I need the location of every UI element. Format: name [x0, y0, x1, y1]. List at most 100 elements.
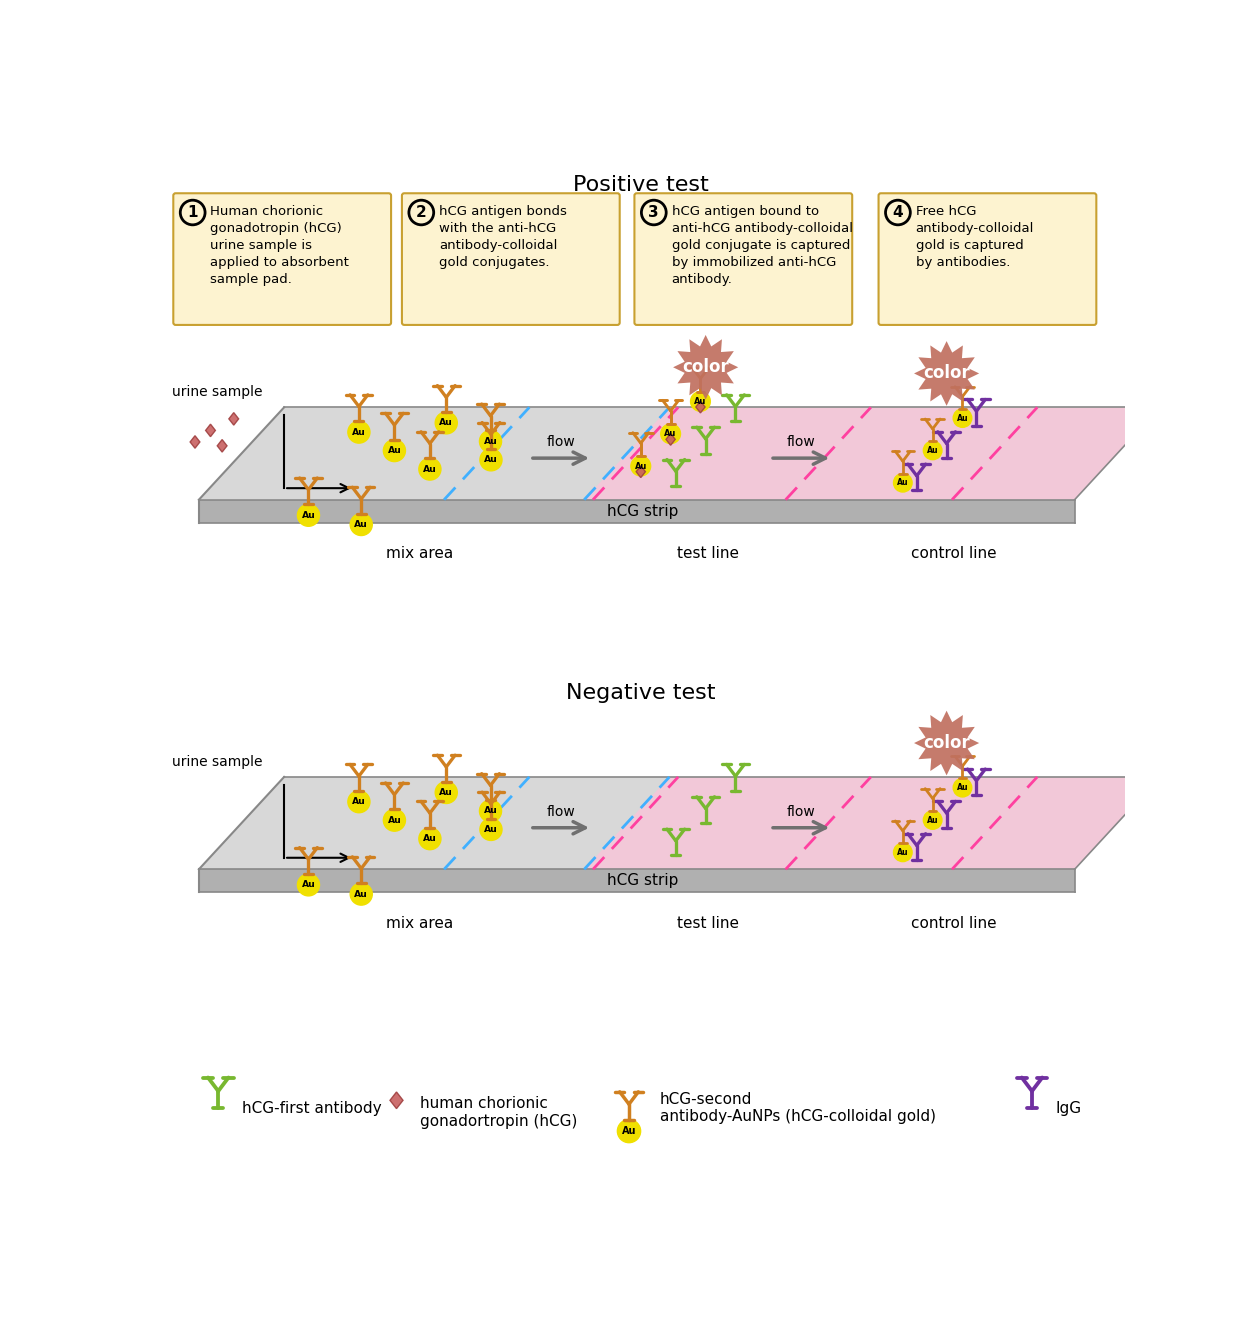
Text: Au: Au — [352, 428, 366, 437]
Text: 3: 3 — [649, 205, 659, 220]
Text: Au: Au — [422, 464, 436, 473]
Text: test line: test line — [678, 916, 739, 931]
FancyBboxPatch shape — [402, 193, 620, 325]
Text: Human chorionic
gonadotropin (hCG)
urine sample is
applied to absorbent
sample p: Human chorionic gonadotropin (hCG) urine… — [210, 205, 350, 286]
Text: mix area: mix area — [386, 916, 454, 931]
Text: Au: Au — [635, 461, 648, 471]
Circle shape — [618, 1120, 641, 1143]
Circle shape — [435, 412, 457, 434]
Text: Free hCG
antibody-colloidal
gold is captured
by antibodies.: Free hCG antibody-colloidal gold is capt… — [916, 205, 1034, 268]
Circle shape — [435, 782, 457, 803]
Circle shape — [480, 801, 501, 822]
Polygon shape — [190, 436, 200, 448]
Text: control line: control line — [910, 546, 996, 561]
Polygon shape — [672, 335, 739, 400]
Text: Au: Au — [354, 889, 367, 898]
Text: flow: flow — [546, 434, 575, 449]
Polygon shape — [666, 433, 675, 445]
Text: Au: Au — [694, 397, 706, 406]
Text: Au: Au — [484, 437, 498, 447]
Circle shape — [894, 473, 912, 492]
Text: Au: Au — [665, 429, 676, 439]
Circle shape — [631, 456, 651, 476]
Text: hCG-first antibody: hCG-first antibody — [241, 1101, 381, 1116]
Text: 1: 1 — [188, 205, 198, 220]
Text: Au: Au — [301, 511, 315, 520]
Circle shape — [384, 440, 405, 461]
Text: Au: Au — [484, 456, 498, 464]
Circle shape — [924, 811, 942, 829]
FancyBboxPatch shape — [635, 193, 852, 325]
Text: color: color — [682, 358, 729, 377]
Text: Au: Au — [484, 806, 498, 815]
Circle shape — [480, 449, 502, 471]
Text: Au: Au — [352, 798, 366, 806]
Circle shape — [348, 421, 370, 443]
Polygon shape — [199, 776, 1160, 869]
Polygon shape — [199, 408, 1160, 500]
Text: urine sample: urine sample — [171, 755, 262, 768]
Text: 4: 4 — [892, 205, 904, 220]
Polygon shape — [199, 500, 1075, 523]
Text: Au: Au — [440, 789, 454, 797]
Text: Au: Au — [621, 1126, 636, 1136]
Circle shape — [885, 200, 910, 225]
Text: color: color — [924, 734, 970, 752]
Polygon shape — [914, 711, 979, 775]
Text: Negative test: Negative test — [566, 683, 715, 703]
Polygon shape — [217, 440, 227, 452]
Text: Au: Au — [898, 479, 909, 487]
Text: Au: Au — [301, 881, 315, 889]
Text: Au: Au — [422, 834, 436, 843]
Polygon shape — [390, 1092, 402, 1109]
Circle shape — [954, 409, 971, 428]
Circle shape — [348, 791, 370, 813]
Circle shape — [480, 818, 502, 841]
FancyBboxPatch shape — [174, 193, 391, 325]
Text: Au: Au — [926, 815, 939, 825]
Text: mix area: mix area — [386, 546, 454, 561]
Text: Au: Au — [354, 520, 367, 530]
Circle shape — [924, 441, 942, 460]
Circle shape — [419, 827, 441, 850]
Text: control line: control line — [910, 916, 996, 931]
Text: Positive test: Positive test — [572, 174, 709, 194]
Circle shape — [180, 200, 205, 225]
Circle shape — [350, 884, 372, 905]
FancyBboxPatch shape — [879, 193, 1096, 325]
Circle shape — [954, 779, 971, 797]
Polygon shape — [584, 776, 1160, 869]
Text: human chorionic
gonadortropin (hCG): human chorionic gonadortropin (hCG) — [420, 1097, 578, 1129]
Circle shape — [298, 874, 320, 896]
Polygon shape — [205, 424, 215, 437]
Circle shape — [419, 459, 441, 480]
Text: flow: flow — [546, 805, 575, 818]
Circle shape — [894, 843, 912, 862]
Circle shape — [350, 514, 372, 535]
Text: Au: Au — [388, 447, 401, 455]
Text: test line: test line — [678, 546, 739, 561]
Text: Au: Au — [956, 783, 969, 793]
Circle shape — [384, 809, 405, 831]
Text: Au: Au — [440, 418, 454, 428]
Text: urine sample: urine sample — [171, 385, 262, 398]
Circle shape — [661, 424, 680, 444]
Polygon shape — [584, 408, 1160, 500]
Circle shape — [480, 430, 501, 452]
Text: flow: flow — [786, 805, 815, 818]
Text: Au: Au — [388, 815, 401, 825]
Text: Au: Au — [956, 413, 969, 422]
Polygon shape — [696, 401, 705, 413]
Text: hCG antigen bonds
with the anti-hCG
antibody-colloidal
gold conjugates.: hCG antigen bonds with the anti-hCG anti… — [439, 205, 568, 268]
Text: hCG strip: hCG strip — [608, 873, 679, 888]
Circle shape — [690, 392, 710, 412]
Text: Au: Au — [898, 848, 909, 857]
Text: flow: flow — [786, 434, 815, 449]
Polygon shape — [229, 413, 239, 425]
Text: hCG strip: hCG strip — [608, 504, 679, 519]
Text: Au: Au — [484, 825, 498, 834]
Polygon shape — [914, 341, 979, 406]
Polygon shape — [199, 869, 1075, 892]
Text: hCG-second
antibody-AuNPs (hCG-colloidal gold): hCG-second antibody-AuNPs (hCG-colloidal… — [660, 1092, 936, 1124]
Circle shape — [641, 200, 666, 225]
